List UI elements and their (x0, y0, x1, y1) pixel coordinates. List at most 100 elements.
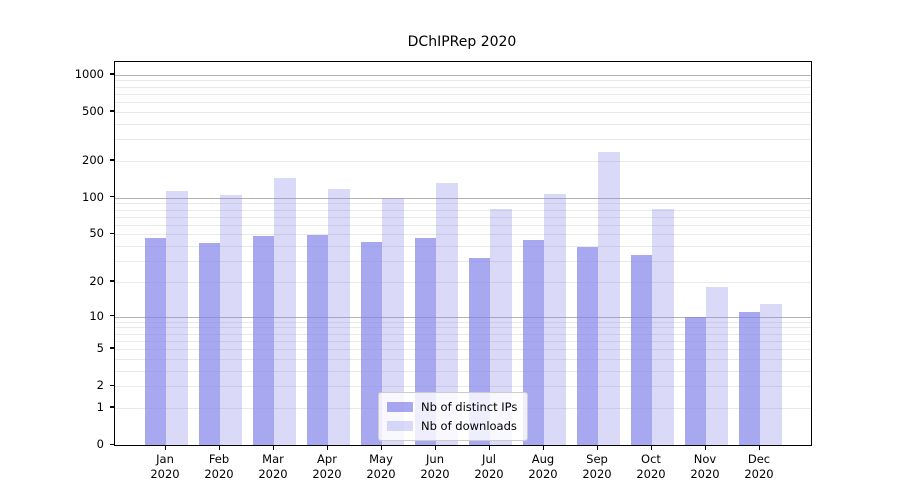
legend: Nb of distinct IPs Nb of downloads (378, 392, 529, 441)
x-tick-label-oct: Oct 2020 (636, 452, 666, 481)
bar-ips-mar (252, 236, 274, 445)
y-tick-label-0: 0 (96, 437, 104, 451)
y-tick-label-10: 10 (89, 308, 104, 323)
gridline-1000 (115, 74, 811, 76)
bar-downloads-nov (706, 287, 728, 445)
x-tick-dec (758, 446, 760, 450)
x-tick-jun (434, 446, 436, 450)
bar-downloads-apr (328, 188, 350, 445)
bar-ips-oct (630, 254, 652, 445)
y-tick-label-200: 200 (82, 152, 104, 167)
x-tick-jul (488, 446, 490, 450)
x-tick-label-mar: Mar 2020 (258, 452, 288, 481)
gridline-50 (115, 234, 811, 236)
bar-downloads-dec (760, 303, 782, 445)
x-tick-label-apr: Apr 2020 (312, 452, 342, 481)
bar-ips-feb (198, 243, 220, 445)
gridline-30 (115, 260, 811, 262)
bar-downloads-jan (166, 191, 188, 445)
x-tick-label-jan: Jan 2020 (150, 452, 180, 481)
gridline-10 (115, 316, 811, 318)
legend-item-downloads: Nb of downloads (387, 419, 517, 433)
gridline-4 (115, 358, 811, 360)
chart-title: DChIPRep 2020 (407, 34, 517, 50)
x-tick-label-nov: Nov 2020 (690, 452, 720, 481)
gridline-60 (115, 224, 811, 226)
y-tick-label-1: 1 (96, 399, 104, 414)
y-tick-label-2: 2 (96, 378, 104, 393)
x-tick-feb (218, 446, 220, 450)
gridline-300 (115, 139, 811, 141)
bar-downloads-oct (652, 208, 674, 445)
gridline-9 (115, 321, 811, 323)
gridline-700 (115, 93, 811, 95)
bar-downloads-aug (544, 193, 566, 445)
gridline-20 (115, 281, 811, 283)
plot-area: Nb of distinct IPs Nb of downloads (114, 61, 812, 446)
gridline-900 (115, 80, 811, 82)
y-tick-20 (110, 280, 114, 282)
y-tick-label-20: 20 (89, 273, 104, 288)
y-tick-1000 (110, 73, 114, 75)
gridline-400 (115, 123, 811, 125)
y-tick-label-50: 50 (89, 226, 104, 241)
bar-ips-dec (738, 311, 760, 445)
bar-downloads-sep (598, 152, 620, 445)
legend-swatch-downloads (387, 421, 413, 431)
y-tick-0 (110, 443, 114, 445)
gridline-500 (115, 111, 811, 113)
y-tick-label-100: 100 (82, 189, 104, 204)
x-tick-label-jul: Jul 2020 (474, 452, 504, 481)
x-tick-label-aug: Aug 2020 (528, 452, 558, 481)
gridline-40 (115, 246, 811, 247)
gridline-2 (115, 386, 811, 388)
y-tick-1 (110, 406, 114, 408)
y-tick-10 (110, 315, 114, 317)
gridline-6 (115, 340, 811, 342)
y-tick-50 (110, 232, 114, 235)
gridline-5 (115, 348, 811, 350)
bar-ips-apr (306, 235, 328, 445)
x-tick-aug (542, 446, 544, 450)
bar-ips-may (360, 242, 382, 445)
bar-downloads-feb (220, 195, 242, 445)
y-tick-label-5: 5 (96, 340, 104, 355)
x-tick-label-jun: Jun 2020 (420, 452, 450, 481)
gridline-7 (115, 333, 811, 335)
gridline-800 (115, 86, 811, 88)
x-tick-label-feb: Feb 2020 (204, 452, 234, 481)
bar-downloads-jul (490, 208, 512, 445)
bar-downloads-mar (274, 177, 296, 445)
legend-label-distinct-ips: Nb of distinct IPs (421, 400, 518, 414)
x-tick-label-may: May 2020 (366, 452, 396, 481)
x-tick-apr (326, 446, 328, 450)
gridline-70 (115, 216, 811, 218)
y-tick-label-1000: 1000 (74, 66, 104, 81)
x-tick-label-sep: Sep 2020 (582, 452, 612, 481)
x-tick-jan (164, 446, 166, 450)
gridline-200 (115, 160, 811, 162)
legend-item-distinct-ips: Nb of distinct IPs (387, 400, 517, 414)
gridline-100 (115, 197, 811, 199)
x-tick-may (380, 446, 382, 450)
gridline-8 (115, 327, 811, 329)
x-tick-mar (272, 446, 274, 450)
x-tick-oct (650, 446, 652, 450)
gridline-600 (115, 102, 811, 104)
legend-swatch-distinct-ips (387, 402, 413, 412)
y-tick-2 (110, 384, 114, 386)
y-tick-5 (110, 347, 114, 349)
bar-ips-sep (576, 247, 598, 445)
y-tick-100 (110, 196, 114, 198)
x-tick-nov (704, 446, 706, 450)
bar-ips-nov (684, 316, 706, 445)
y-tick-200 (110, 159, 114, 161)
y-tick-500 (110, 110, 114, 112)
x-tick-sep (596, 446, 598, 450)
gridline-90 (115, 203, 811, 205)
gridline-3 (115, 370, 811, 372)
x-tick-label-dec: Dec 2020 (744, 452, 774, 481)
gridline-80 (115, 209, 811, 211)
y-tick-label-500: 500 (82, 103, 104, 118)
